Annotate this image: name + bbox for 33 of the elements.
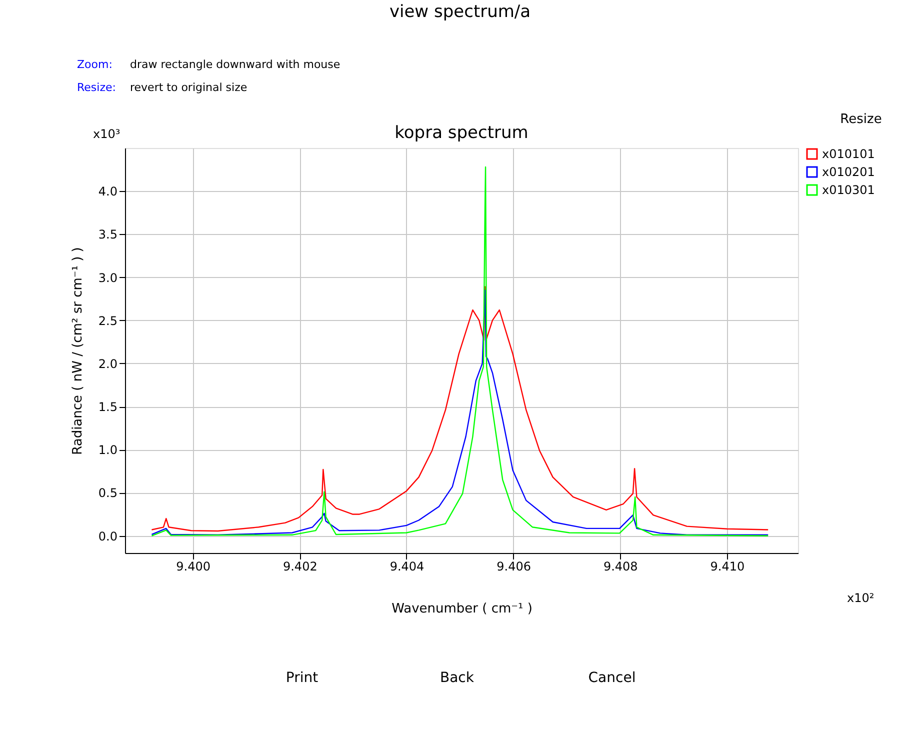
- text: Print: [286, 670, 319, 686]
- x-tick-label: 9.406: [496, 560, 531, 574]
- y-tick-label: 1.0: [98, 443, 118, 458]
- x-axis-title: Wavenumber ( cm⁻¹ ): [392, 602, 532, 616]
- y-tick-label: 0.0: [98, 529, 118, 544]
- text: x10²: [847, 591, 874, 605]
- y-tick-label: 2.0: [98, 356, 118, 371]
- legend-label: x010101: [822, 147, 875, 161]
- text: Zoom:: [77, 58, 112, 71]
- legend-label: x010201: [822, 165, 875, 179]
- legend-label: x010301: [822, 183, 875, 197]
- y-tick-label: 3.5: [98, 228, 118, 242]
- x-tick-label: 9.404: [390, 560, 424, 574]
- text: Cancel: [588, 670, 636, 686]
- y-tick-label: 2.5: [98, 314, 118, 328]
- x-tick-label: 9.410: [710, 560, 745, 574]
- y-tick-label: 4.0: [98, 184, 118, 199]
- text: x10³: [93, 127, 120, 141]
- line-series: [151, 166, 769, 536]
- chart-title: kopra spectrum: [394, 123, 528, 143]
- text: Resize:: [77, 81, 116, 94]
- y-tick-label: 0.5: [98, 486, 118, 500]
- x-tick-label: 9.408: [603, 560, 638, 574]
- text: draw rectangle downward with mouse: [130, 58, 340, 71]
- y-tick-label: 1.5: [98, 400, 118, 414]
- x-tick-label: 9.400: [176, 560, 211, 574]
- text: revert to original size: [130, 81, 248, 94]
- y-tick-label: 3.0: [98, 270, 118, 285]
- text: Back: [440, 670, 475, 686]
- y-axis-title: Radiance ( nW / (cm² sr cm⁻¹ ) ): [70, 247, 86, 455]
- text: Resize: [840, 112, 882, 127]
- text: view spectrum/a: [389, 2, 531, 22]
- x-tick-label: 9.402: [282, 560, 318, 574]
